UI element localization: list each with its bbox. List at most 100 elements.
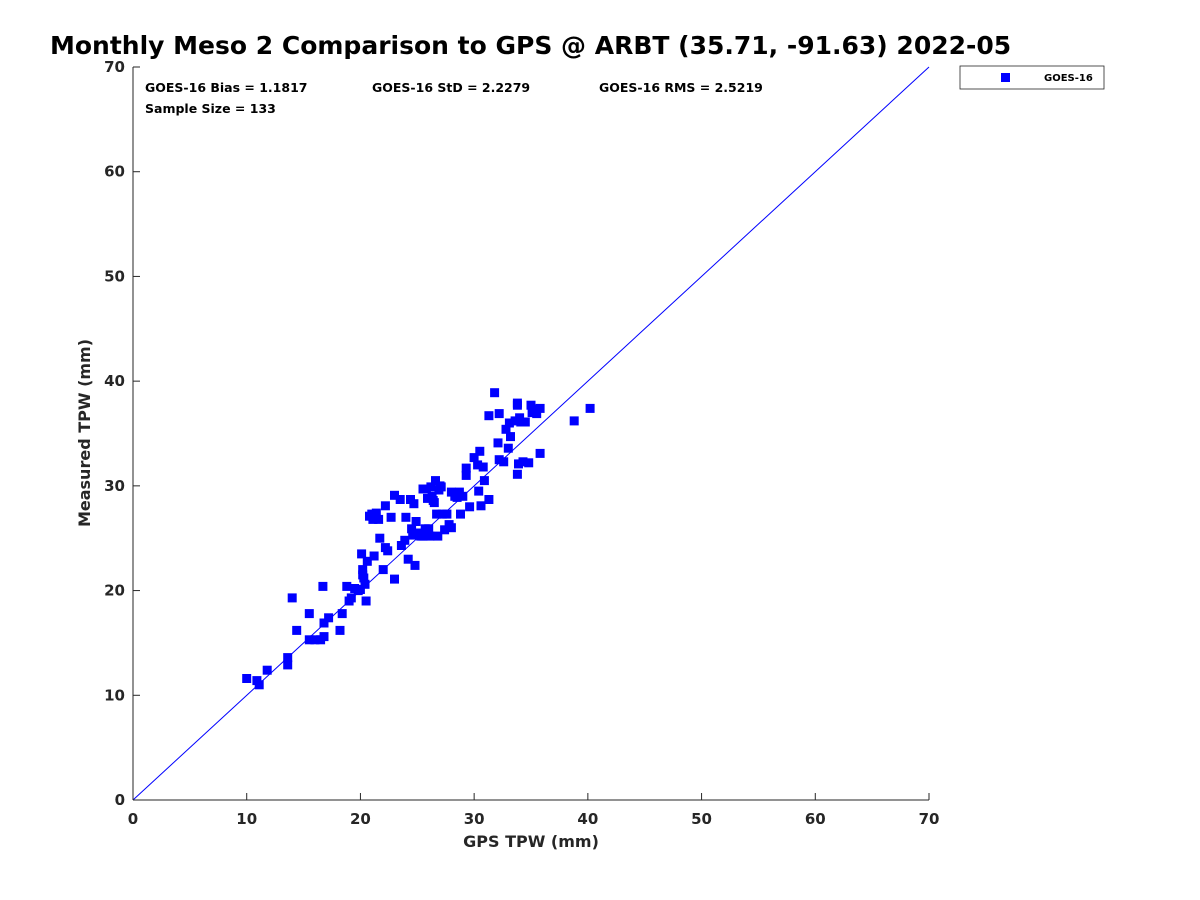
data-point [473, 460, 483, 470]
data-point [360, 579, 370, 589]
data-point [346, 593, 356, 603]
data-point [375, 533, 385, 543]
data-point [283, 653, 293, 663]
data-point [493, 438, 503, 448]
data-point [374, 514, 384, 524]
data-points-goes16 [242, 388, 595, 690]
data-point [426, 482, 436, 492]
data-point [475, 446, 485, 456]
data-point [501, 424, 511, 434]
y-tick-label: 10 [104, 686, 125, 704]
data-point [407, 524, 417, 534]
data-point [358, 565, 368, 575]
data-point [535, 448, 545, 458]
data-point [242, 674, 252, 683]
stat-sample-size: Sample Size = 133 [145, 101, 276, 116]
data-point [362, 556, 372, 566]
data-point [423, 493, 432, 503]
y-tick-label: 30 [104, 477, 125, 495]
data-point [585, 403, 595, 413]
data-point [380, 501, 390, 511]
data-point [386, 512, 396, 522]
data-point [355, 585, 365, 594]
legend: GOES-16 [959, 65, 1105, 90]
data-point [254, 680, 264, 690]
stat-bias: GOES-16 Bias = 1.1817 [145, 80, 307, 95]
data-point [476, 501, 486, 511]
legend-label-goes16: GOES-16 [1044, 73, 1093, 84]
data-point [425, 531, 435, 541]
x-tick-label: 40 [577, 810, 598, 828]
y-tick-label: 40 [104, 372, 125, 390]
data-point [304, 635, 314, 645]
y-tick-label: 60 [104, 163, 125, 181]
x-tick-label: 0 [128, 810, 138, 828]
x-tick-label: 10 [236, 810, 257, 828]
data-point [503, 443, 513, 453]
y-tick-label: 0 [115, 791, 125, 809]
data-point [319, 632, 329, 642]
data-point [411, 517, 421, 526]
data-point [494, 409, 504, 419]
data-point [390, 574, 399, 584]
x-axis-ticks: 0 10 20 30 40 50 60 70 [128, 793, 940, 828]
data-point [532, 409, 542, 419]
data-point [437, 509, 447, 519]
data-point [390, 490, 399, 500]
data-point [359, 573, 369, 583]
data-point [479, 476, 489, 486]
legend-marker-square [1001, 73, 1010, 82]
data-point [410, 560, 420, 570]
data-point [304, 609, 314, 619]
data-point [337, 609, 347, 619]
data-point [431, 476, 440, 486]
data-point [403, 554, 413, 564]
data-point [440, 525, 450, 535]
data-point [478, 462, 488, 472]
stat-rms: GOES-16 RMS = 2.5219 [599, 80, 763, 95]
data-point [361, 596, 371, 606]
data-point [504, 418, 514, 428]
data-point [400, 535, 410, 545]
data-point [324, 613, 334, 623]
y-axis-ticks: 0 10 20 30 40 50 60 70 [104, 58, 140, 809]
x-tick-label: 50 [691, 810, 712, 828]
data-point [432, 509, 442, 519]
stat-std: GOES-16 StD = 2.2279 [372, 80, 530, 95]
x-tick-label: 60 [805, 810, 826, 828]
data-point [318, 581, 328, 591]
data-point [369, 551, 379, 561]
data-point [401, 512, 411, 522]
data-point [512, 398, 522, 408]
data-point [512, 469, 522, 479]
y-tick-label: 70 [104, 58, 125, 76]
y-tick-label: 50 [104, 267, 125, 285]
data-point [418, 531, 428, 541]
data-point [342, 581, 352, 591]
data-point [461, 463, 471, 473]
data-point [484, 411, 494, 421]
data-point [378, 565, 388, 575]
chart-title: Monthly Meso 2 Comparison to GPS @ ARBT … [50, 31, 1011, 60]
data-point [396, 541, 406, 550]
data-point [569, 416, 579, 426]
data-point [484, 495, 494, 504]
y-axis-label: Measured TPW (mm) [75, 339, 94, 527]
y-tick-label: 20 [104, 582, 125, 600]
data-point [292, 625, 302, 635]
data-point [395, 495, 405, 504]
data-point [506, 432, 515, 442]
data-point [371, 508, 381, 518]
data-point [408, 530, 418, 540]
data-point [518, 457, 528, 467]
data-point [474, 486, 484, 496]
data-point [535, 403, 545, 413]
x-tick-label: 70 [919, 810, 940, 828]
data-point [409, 499, 419, 509]
x-tick-label: 30 [464, 810, 485, 828]
data-point [319, 618, 329, 628]
x-axis-label: GPS TPW (mm) [463, 832, 599, 851]
data-point [424, 524, 434, 534]
data-point [465, 502, 475, 512]
